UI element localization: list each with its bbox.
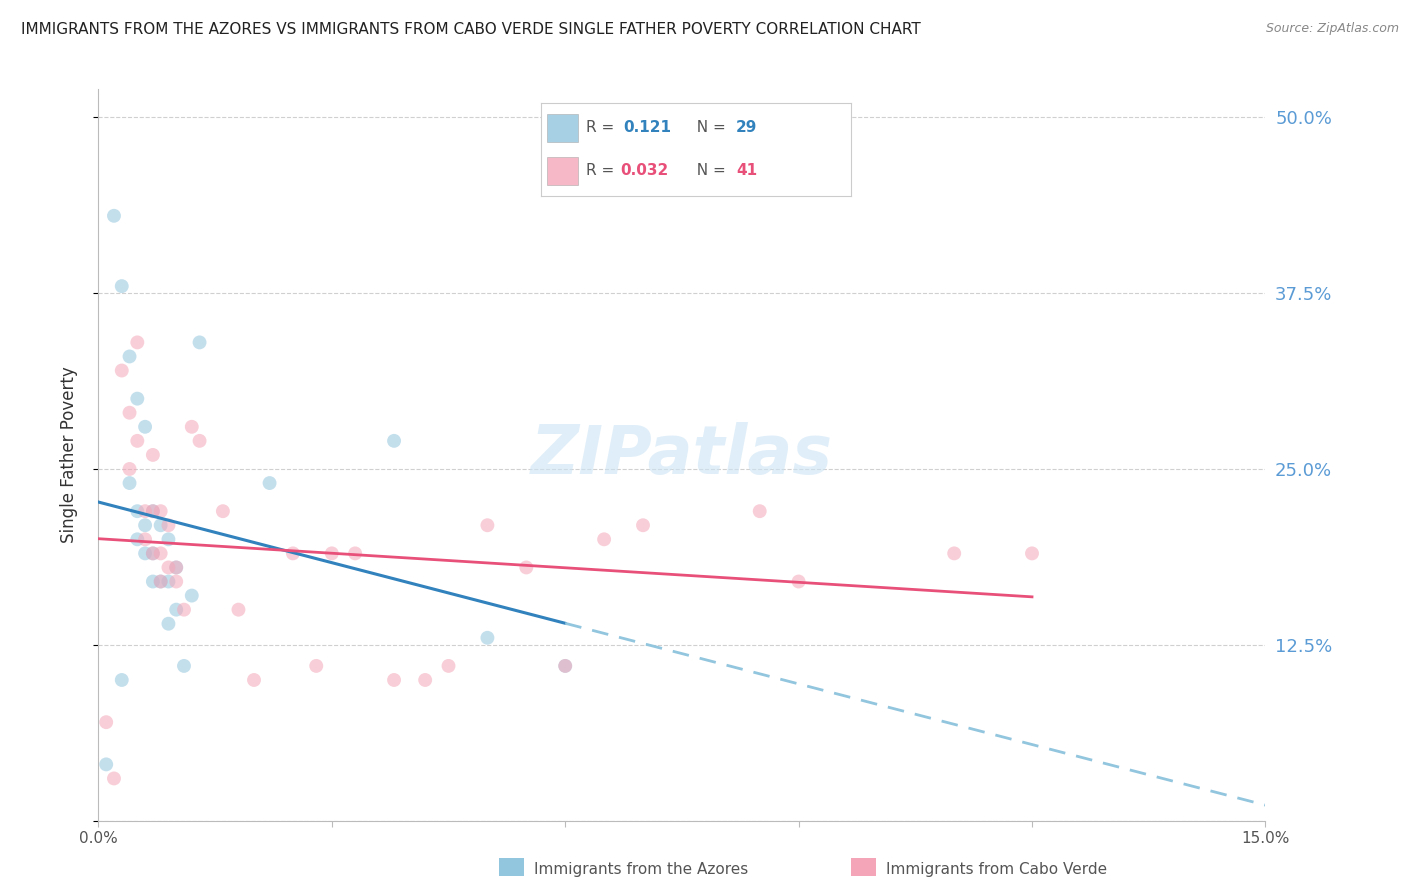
Point	[142, 504, 165, 518]
Text: N =: N =	[686, 120, 730, 136]
Point	[212, 504, 235, 518]
Point	[149, 574, 172, 589]
Point	[477, 631, 499, 645]
Point	[631, 518, 654, 533]
Text: Immigrants from the Azores: Immigrants from the Azores	[534, 863, 748, 877]
Point	[96, 715, 118, 730]
Point	[118, 462, 141, 476]
Text: Immigrants from Cabo Verde: Immigrants from Cabo Verde	[886, 863, 1107, 877]
Point	[188, 335, 211, 350]
Point	[165, 602, 187, 616]
Point	[165, 574, 187, 589]
Text: ZIPatlas: ZIPatlas	[531, 422, 832, 488]
Point	[1021, 546, 1043, 560]
Point	[259, 476, 281, 491]
Point	[149, 574, 172, 589]
Text: 0.121: 0.121	[623, 120, 671, 136]
Point	[118, 350, 141, 364]
Point	[149, 518, 172, 533]
Point	[142, 448, 165, 462]
Text: R =: R =	[586, 120, 624, 136]
Point	[943, 546, 966, 560]
Text: 0.032: 0.032	[620, 162, 668, 178]
Point	[127, 533, 149, 547]
Point	[382, 434, 405, 448]
Point	[243, 673, 266, 687]
Point	[103, 209, 125, 223]
Point	[127, 335, 149, 350]
Bar	[547, 157, 578, 185]
Point	[157, 574, 180, 589]
Point	[134, 518, 156, 533]
Point	[127, 392, 149, 406]
Point	[515, 560, 537, 574]
Point	[344, 546, 367, 560]
Text: 29: 29	[737, 120, 758, 136]
Point	[149, 546, 172, 560]
Text: Source: ZipAtlas.com: Source: ZipAtlas.com	[1265, 22, 1399, 36]
Point	[103, 772, 125, 786]
Bar	[547, 114, 578, 142]
Point	[165, 560, 187, 574]
Point	[157, 518, 180, 533]
Point	[149, 504, 172, 518]
Point	[180, 589, 202, 603]
Point	[593, 533, 616, 547]
Point	[554, 659, 576, 673]
Point	[118, 406, 141, 420]
Point	[787, 574, 810, 589]
Point	[321, 546, 343, 560]
Point	[111, 279, 134, 293]
Point	[382, 673, 405, 687]
Point	[157, 533, 180, 547]
Point	[111, 363, 134, 377]
Text: R =: R =	[586, 162, 619, 178]
Point	[748, 504, 770, 518]
Point	[413, 673, 436, 687]
Text: 41: 41	[737, 162, 758, 178]
Point	[142, 546, 165, 560]
Point	[111, 673, 134, 687]
Text: N =: N =	[686, 162, 730, 178]
Point	[173, 659, 195, 673]
Point	[127, 504, 149, 518]
Point	[134, 504, 156, 518]
Point	[173, 602, 195, 616]
Y-axis label: Single Father Poverty: Single Father Poverty	[59, 367, 77, 543]
Point	[554, 659, 576, 673]
Point	[134, 546, 156, 560]
Point	[157, 616, 180, 631]
Point	[437, 659, 460, 673]
Point	[142, 546, 165, 560]
Point	[180, 419, 202, 434]
Point	[281, 546, 304, 560]
Point	[134, 533, 156, 547]
Point	[157, 560, 180, 574]
Point	[228, 602, 250, 616]
Point	[142, 574, 165, 589]
Point	[188, 434, 211, 448]
Point	[305, 659, 328, 673]
Point	[118, 476, 141, 491]
Point	[96, 757, 118, 772]
Point	[477, 518, 499, 533]
Text: IMMIGRANTS FROM THE AZORES VS IMMIGRANTS FROM CABO VERDE SINGLE FATHER POVERTY C: IMMIGRANTS FROM THE AZORES VS IMMIGRANTS…	[21, 22, 921, 37]
Point	[127, 434, 149, 448]
Point	[165, 560, 187, 574]
Point	[134, 419, 156, 434]
Point	[142, 504, 165, 518]
